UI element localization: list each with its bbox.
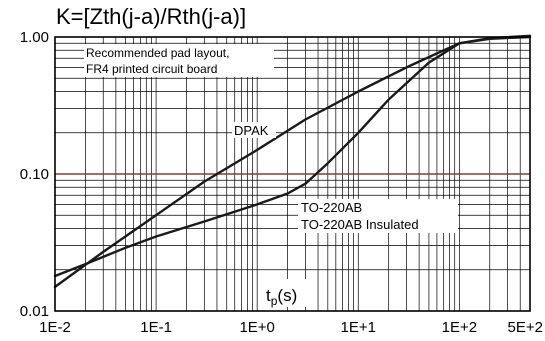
chart-title: K=[Zth(j-a)/Rth(j-a)] (56, 4, 246, 29)
xlabel-backdrop (263, 279, 313, 307)
x-tick-label: 1E+1 (341, 319, 376, 336)
y-tick-label: 1.00 (20, 29, 49, 46)
y-tick-label: 0.10 (20, 166, 49, 183)
series-line-1 (53, 34, 532, 278)
series-curves (53, 34, 532, 289)
series-label-to220ab-insulated: TO-220AB Insulated (301, 217, 419, 232)
annotation-line-2: FR4 printed circuit board (86, 62, 217, 76)
x-tick-labels: 1E-2 1E-1 1E+0 1E+1 1E+2 5E+2 (39, 319, 543, 336)
x-axis-label: tp(s) (266, 286, 297, 308)
plot-frame (54, 36, 531, 312)
x-tick-label: 1E+2 (442, 319, 477, 336)
x-tick-label: 1E+0 (239, 319, 274, 336)
series-label-to220ab: TO-220AB (301, 200, 362, 215)
x-tick-label: 1E-2 (39, 319, 71, 336)
x-tick-label: 5E+2 (508, 319, 543, 336)
x-axis-label-main: t (266, 286, 271, 305)
annotation-line-1: Recommended pad layout, (86, 46, 229, 60)
to220-label-backdrop (298, 199, 458, 233)
y-tick-label: 0.01 (20, 303, 49, 320)
y-tick-labels: 0.01 0.10 1.00 (20, 29, 49, 320)
dpak-label-backdrop (232, 122, 276, 138)
x-tick-label: 1E-1 (140, 319, 172, 336)
series-label-dpak: DPAK (234, 123, 269, 138)
x-axis-label-unit: (s) (277, 286, 297, 305)
annotation-backdrop (84, 44, 274, 77)
x-axis-label-sub: p (271, 294, 278, 308)
